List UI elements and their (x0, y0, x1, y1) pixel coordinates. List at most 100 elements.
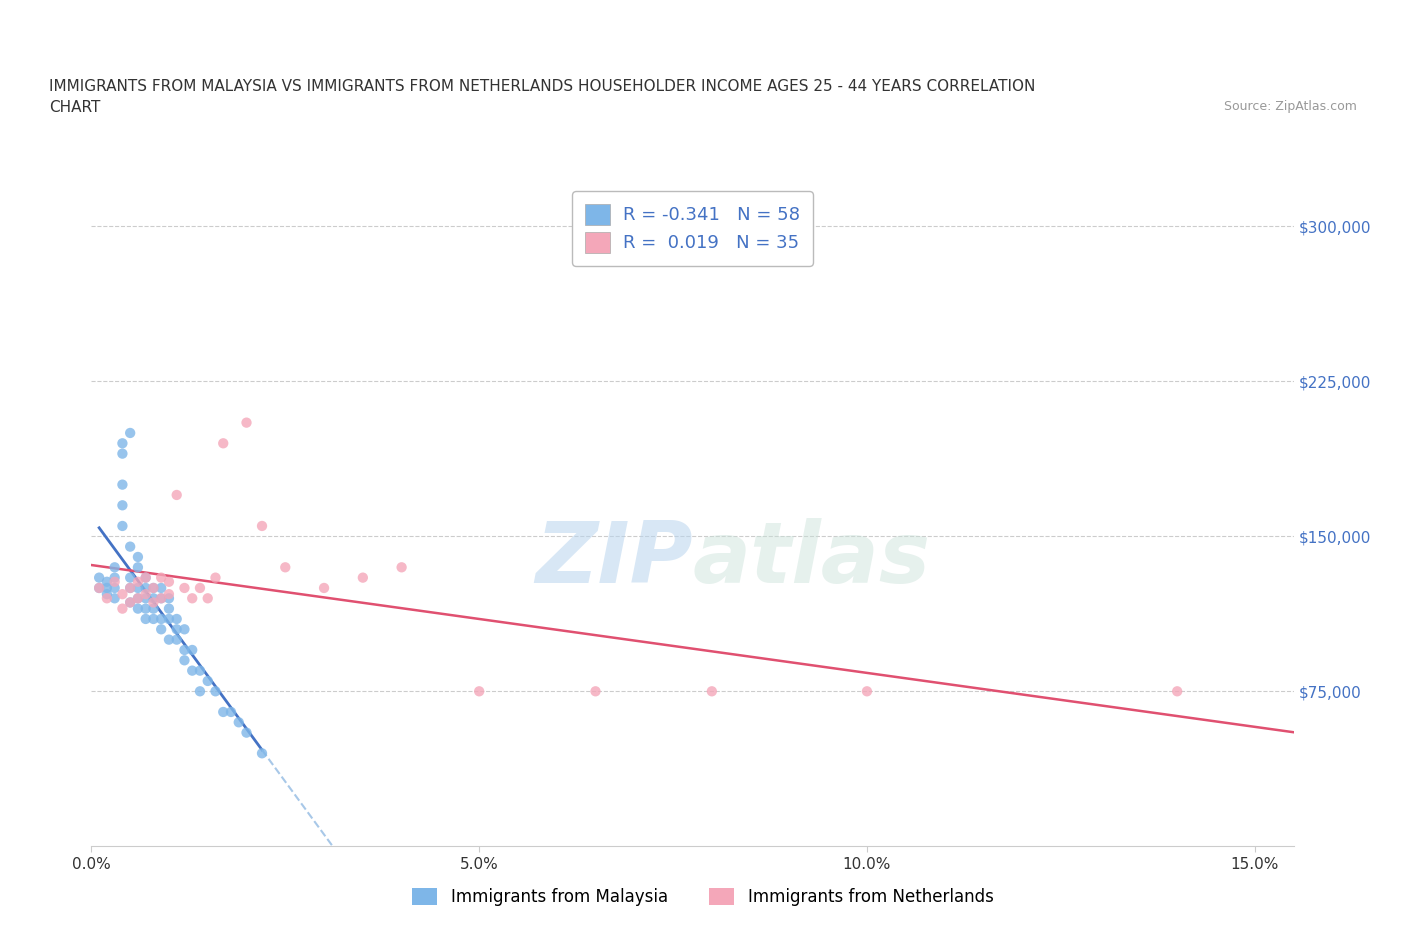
Point (111, 587, 134, 602)
Point (166, 622, 188, 637)
Point (181, 663, 204, 678)
Point (142, 601, 165, 616)
Point (127, 591, 149, 605)
Point (700, 684, 723, 698)
Point (166, 487, 188, 502)
Point (135, 612, 157, 627)
Point (142, 580, 165, 595)
Point (150, 591, 173, 605)
Point (104, 591, 127, 605)
Point (127, 601, 149, 616)
Point (104, 575, 127, 590)
Point (135, 587, 157, 602)
Point (856, 684, 879, 698)
Point (212, 705, 235, 720)
Point (142, 591, 165, 605)
Point (135, 570, 157, 585)
Text: CHART: CHART (49, 100, 101, 114)
Point (188, 684, 211, 698)
Point (250, 746, 273, 761)
Point (468, 684, 491, 698)
Point (150, 570, 173, 585)
Point (585, 684, 607, 698)
Point (120, 570, 142, 585)
Point (150, 580, 173, 595)
Point (111, 446, 134, 461)
Point (212, 436, 235, 451)
Point (96, 591, 118, 605)
Point (204, 684, 226, 698)
Point (111, 498, 134, 512)
Point (120, 426, 142, 441)
Point (104, 580, 127, 595)
Point (120, 580, 142, 595)
Point (197, 673, 219, 688)
Point (166, 632, 188, 647)
Point (391, 560, 413, 575)
Point (111, 477, 134, 492)
Point (157, 632, 180, 647)
Point (157, 575, 180, 590)
Point (173, 622, 195, 637)
Point (188, 580, 211, 595)
Point (142, 580, 165, 595)
Point (188, 663, 211, 678)
Text: ZIP: ZIP (534, 518, 692, 602)
Point (181, 591, 204, 605)
Point (96, 575, 118, 590)
Point (120, 580, 142, 595)
Point (89, 580, 111, 595)
Point (111, 436, 134, 451)
Point (96, 587, 118, 602)
Point (96, 580, 118, 595)
Point (157, 601, 180, 616)
Point (135, 580, 157, 595)
Point (127, 560, 149, 575)
Point (150, 622, 173, 637)
Point (104, 570, 127, 585)
Point (228, 715, 250, 730)
Point (127, 591, 149, 605)
Point (150, 591, 173, 605)
Point (197, 591, 219, 605)
Text: atlas: atlas (692, 518, 931, 602)
Legend: R = -0.341   N = 58, R =  0.019   N = 35: R = -0.341 N = 58, R = 0.019 N = 35 (572, 192, 813, 266)
Point (250, 519, 273, 534)
Point (142, 612, 165, 627)
Point (127, 580, 149, 595)
Point (157, 591, 180, 605)
Point (204, 570, 226, 585)
Point (120, 595, 142, 610)
Point (235, 725, 257, 740)
Point (111, 519, 134, 534)
Point (274, 560, 297, 575)
Point (1166, 684, 1188, 698)
Point (127, 550, 149, 565)
Point (104, 560, 127, 575)
Point (89, 570, 111, 585)
Point (181, 643, 204, 658)
Point (111, 601, 134, 616)
Point (173, 653, 195, 668)
Point (352, 570, 374, 585)
Point (166, 612, 188, 627)
Point (127, 575, 149, 590)
Point (135, 601, 157, 616)
Legend: Immigrants from Malaysia, Immigrants from Netherlands: Immigrants from Malaysia, Immigrants fro… (406, 881, 1000, 912)
Point (89, 580, 111, 595)
Point (312, 580, 335, 595)
Point (135, 591, 157, 605)
Point (235, 415, 257, 430)
Point (157, 587, 180, 602)
Point (120, 595, 142, 610)
Point (120, 539, 142, 554)
Text: Source: ZipAtlas.com: Source: ZipAtlas.com (1223, 100, 1357, 113)
Point (135, 570, 157, 585)
Point (157, 612, 180, 627)
Point (150, 612, 173, 627)
Point (173, 580, 195, 595)
Point (219, 705, 242, 720)
Text: IMMIGRANTS FROM MALAYSIA VS IMMIGRANTS FROM NETHERLANDS HOUSEHOLDER INCOME AGES : IMMIGRANTS FROM MALAYSIA VS IMMIGRANTS F… (49, 79, 1036, 94)
Point (173, 643, 195, 658)
Point (142, 595, 165, 610)
